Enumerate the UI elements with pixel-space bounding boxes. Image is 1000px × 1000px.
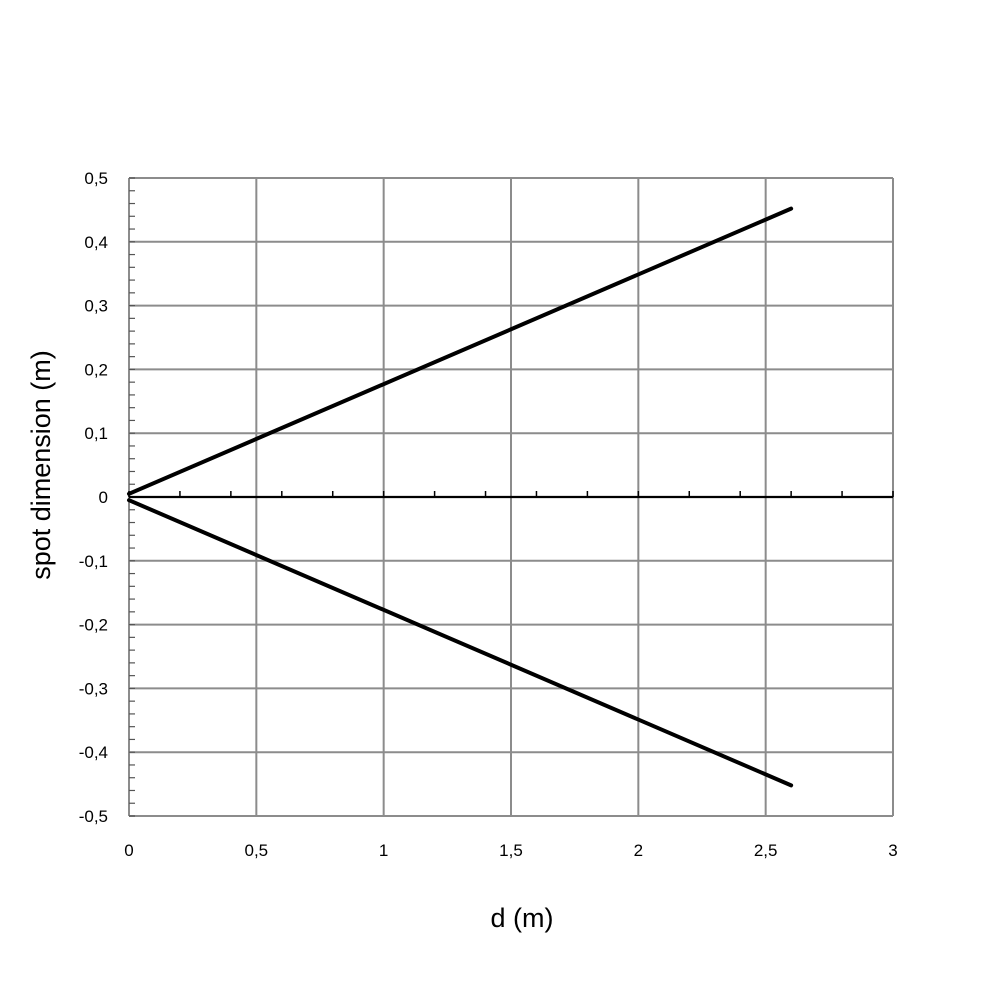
x-tick-label: 0 bbox=[124, 841, 133, 860]
y-tick-label: -0,2 bbox=[79, 616, 108, 635]
y-tick-label: 0,5 bbox=[84, 169, 108, 188]
y-tick-label: 0 bbox=[99, 488, 108, 507]
y-tick-label: -0,1 bbox=[79, 552, 108, 571]
y-tick-label: 0,4 bbox=[84, 233, 108, 252]
series-line-1 bbox=[127, 498, 794, 788]
y-tick-label: 0,3 bbox=[84, 297, 108, 316]
x-tick-label: 2,5 bbox=[754, 841, 778, 860]
series bbox=[127, 206, 794, 788]
x-tick-label: 0,5 bbox=[245, 841, 269, 860]
x-axis-title: d (m) bbox=[491, 903, 554, 933]
series-line-0 bbox=[127, 206, 794, 496]
y-axis-title: spot dimension (m) bbox=[26, 350, 56, 580]
x-tick-label: 1,5 bbox=[499, 841, 523, 860]
y-tick-label: -0,3 bbox=[79, 679, 108, 698]
y-tick-label: 0,2 bbox=[84, 360, 108, 379]
y-tick-labels: 0,5 0,4 0,3 0,2 0,1 0 -0,1 -0,2 -0,3 -0,4 -0,5 bbox=[79, 169, 108, 826]
y-tick-label: -0,4 bbox=[79, 743, 108, 762]
y-tick-label: 0,1 bbox=[84, 424, 108, 443]
y-tick-label: -0,5 bbox=[79, 807, 108, 826]
x-tick-label: 3 bbox=[888, 841, 897, 860]
x-tick-label: 2 bbox=[634, 841, 643, 860]
x-tick-labels: 0 0,5 1 1,5 2 2,5 3 bbox=[124, 841, 897, 860]
x-tick-label: 1 bbox=[379, 841, 388, 860]
